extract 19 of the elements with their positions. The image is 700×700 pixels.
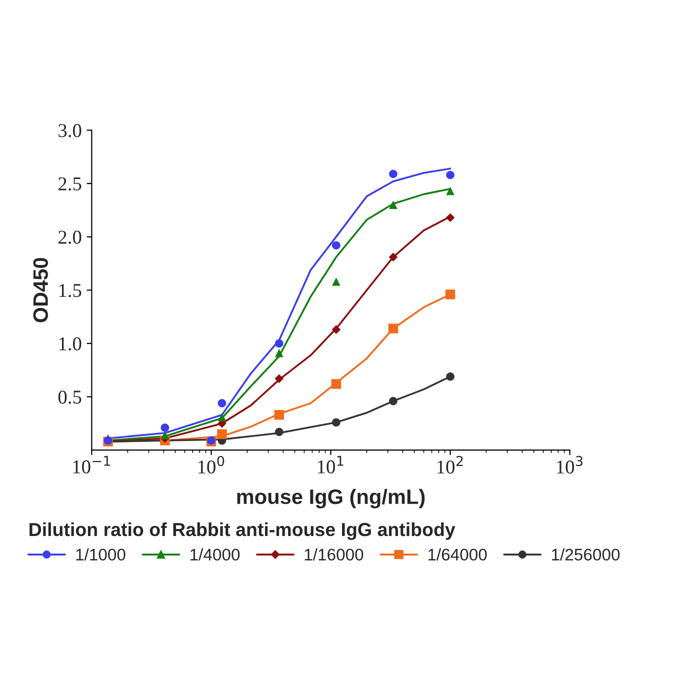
y-tick-label: 0.5 bbox=[58, 390, 82, 404]
y-tick-label: 2.0 bbox=[58, 230, 82, 244]
y-tick-label: 1.5 bbox=[59, 284, 82, 298]
legend-label: 1/4000 bbox=[190, 548, 240, 561]
y-tick-label: 1.0 bbox=[59, 337, 82, 350]
legend-label: 1/256000 bbox=[552, 548, 620, 561]
x-tick-label: 10$^{3}$ bbox=[557, 456, 583, 474]
y-tick-label: 2.5 bbox=[58, 177, 82, 191]
y-axis-title: OD450 bbox=[33, 258, 48, 322]
x-tick-label: 10$^{0}$ bbox=[198, 456, 224, 474]
y-tick-label: 3.0 bbox=[58, 124, 82, 138]
legend-label: 1/16000 bbox=[304, 548, 364, 561]
x-tick-label: 10$^{2}$ bbox=[438, 456, 463, 474]
legend-label: 1/1000 bbox=[76, 548, 126, 561]
x-tick-label: 10$^{1}$ bbox=[318, 456, 344, 474]
legend-label: 1/64000 bbox=[428, 548, 487, 561]
x-axis-title: mouse IgG (ng/mL) bbox=[237, 488, 425, 508]
x-tick-label: 10$^{−1}$ bbox=[73, 456, 110, 474]
legend-title: Dilution ratio of Rabbit anti-mouse IgG antibody bbox=[30, 522, 456, 540]
